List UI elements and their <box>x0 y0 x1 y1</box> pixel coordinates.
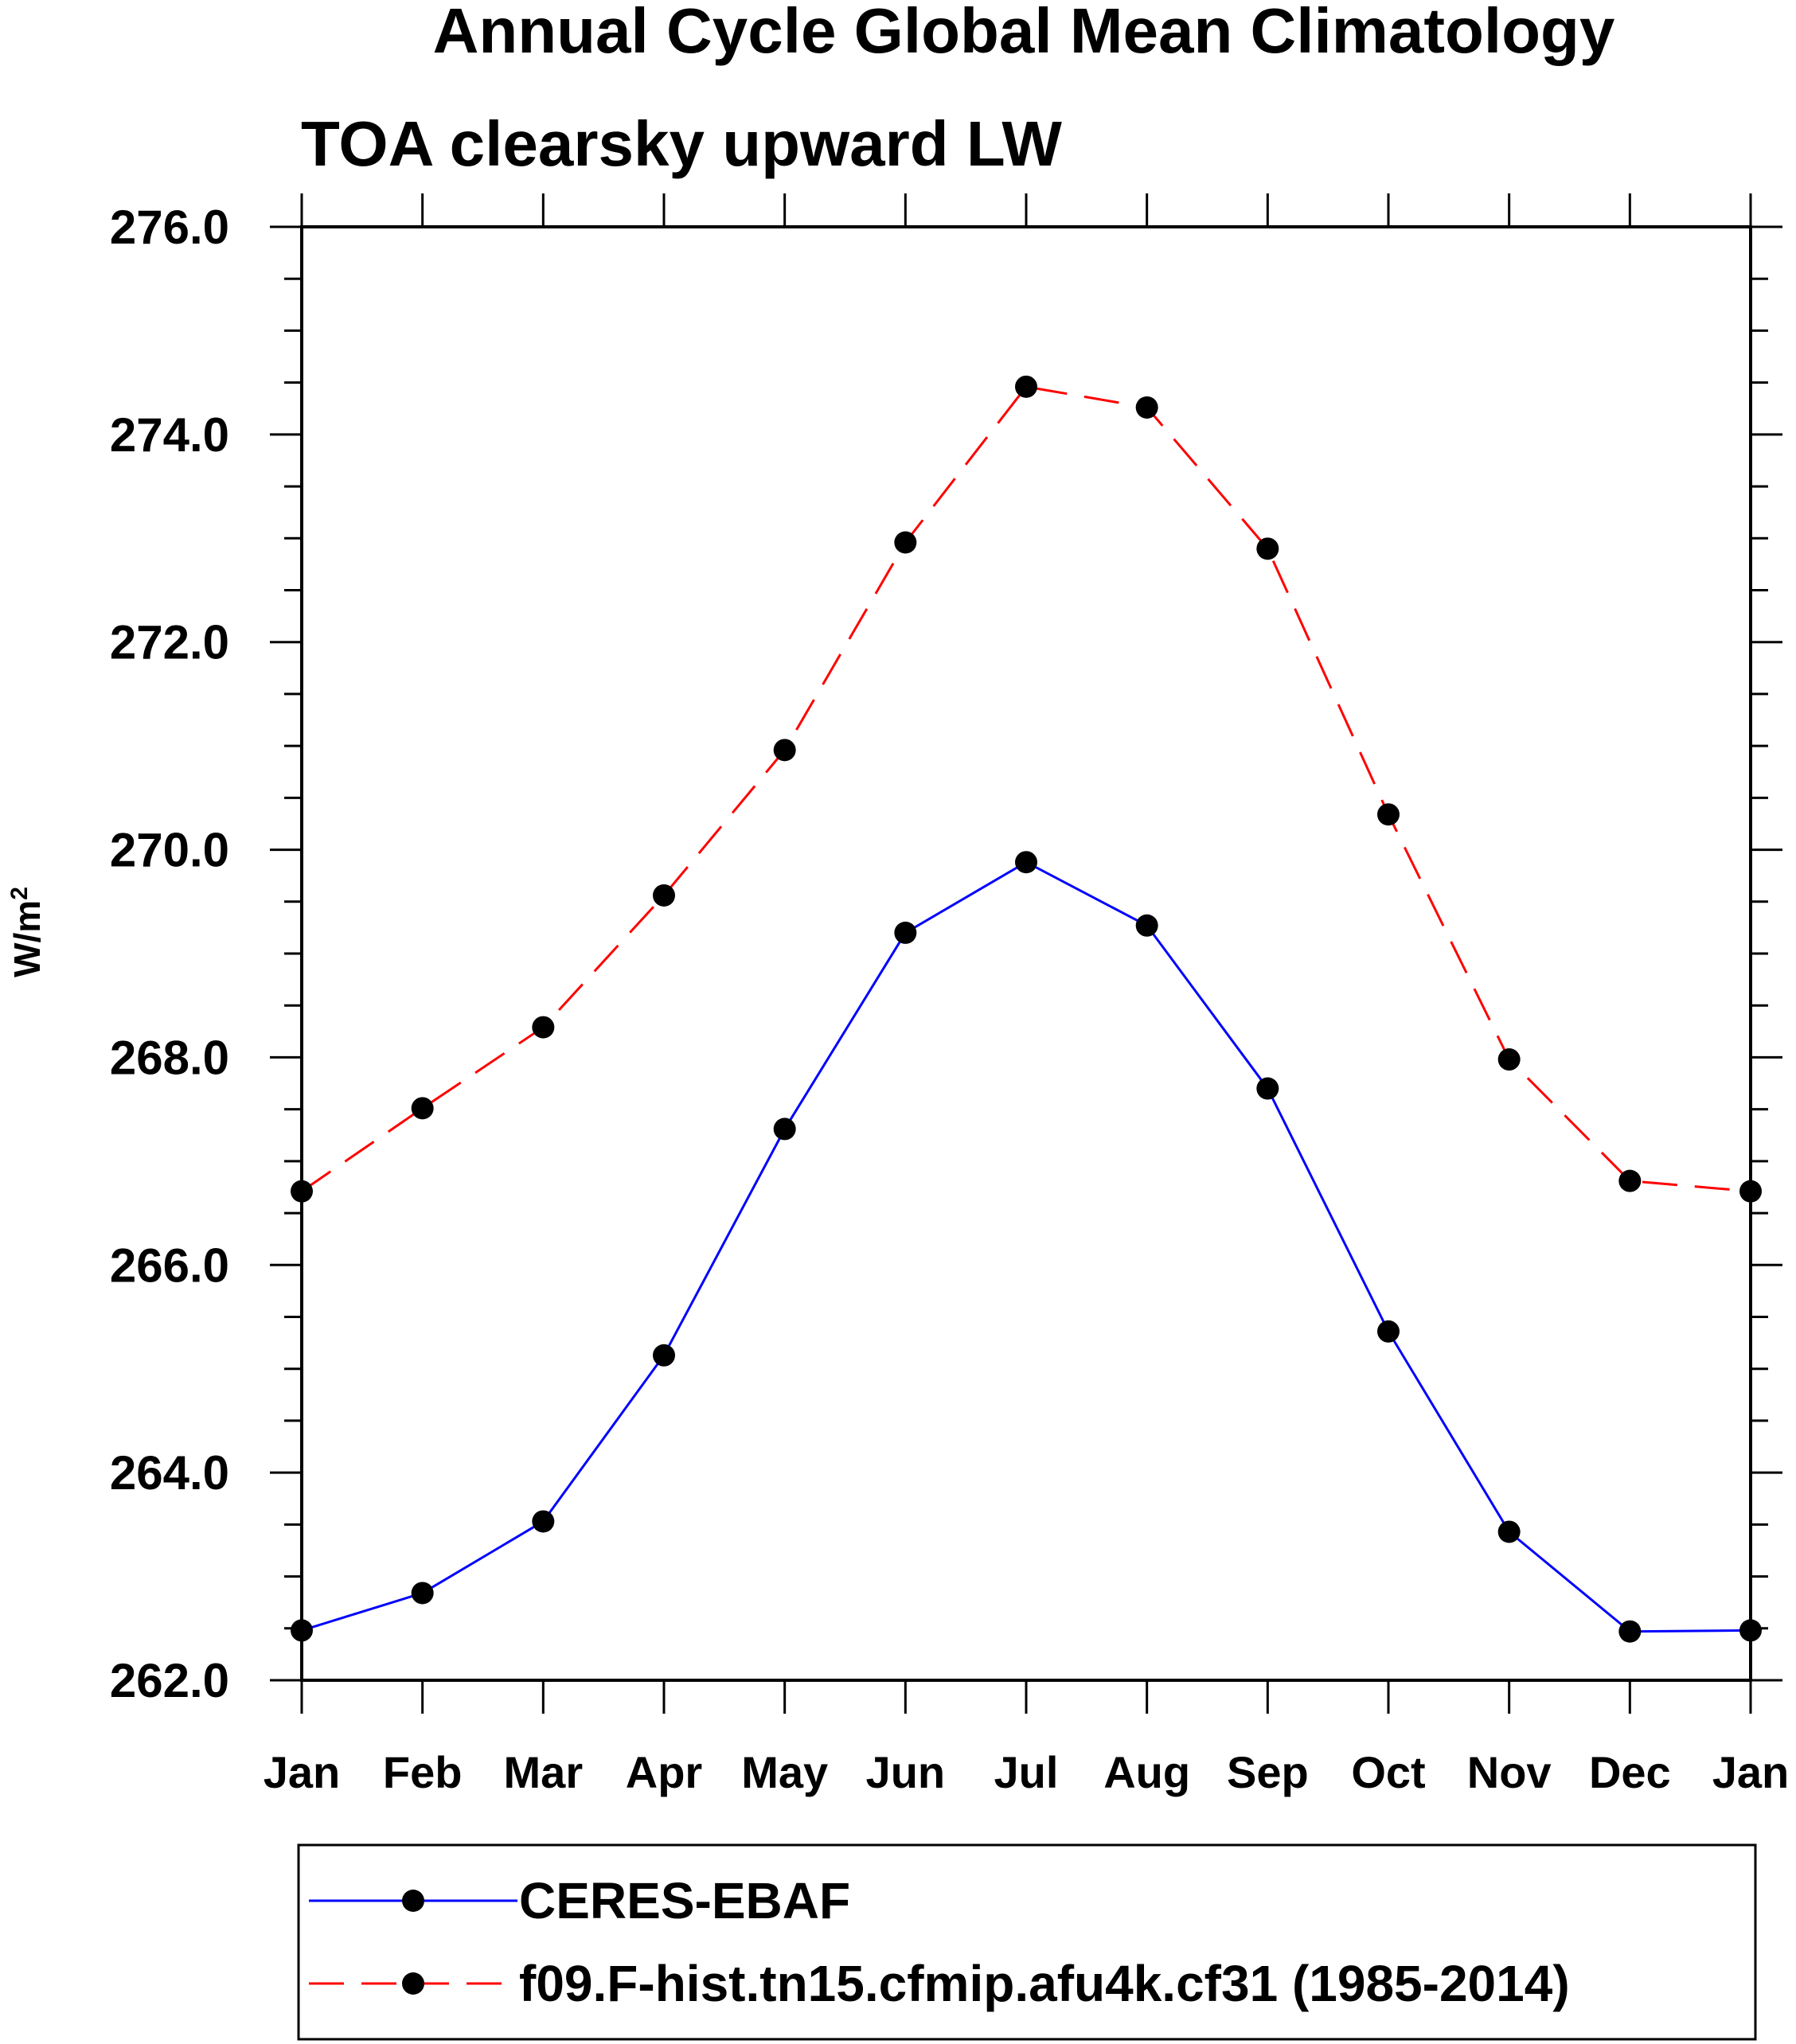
x-tick-label: Jul <box>994 1747 1059 1797</box>
x-tick-label: Aug <box>1103 1747 1190 1797</box>
x-tick-label: Nov <box>1467 1747 1552 1797</box>
data-point-ceres-ebaf <box>532 1510 555 1533</box>
chart-title: Annual Cycle Global Mean Climatology <box>433 0 1615 66</box>
data-point-model <box>773 739 796 762</box>
y-tick-label: 262.0 <box>110 1654 229 1707</box>
data-point-ceres-ebaf <box>411 1582 434 1605</box>
data-point-ceres-ebaf <box>894 921 917 944</box>
series-layer <box>291 375 1762 1643</box>
plot-frame <box>300 225 1752 1682</box>
x-tick-label: Dec <box>1589 1747 1671 1797</box>
x-tick-label: Jun <box>866 1747 946 1797</box>
x-tick-label: Mar <box>504 1747 584 1797</box>
legend: CERES-EBAF f09.F-hist.tn15.cfmip.afu4k.cf… <box>297 1843 1757 2041</box>
data-point-ceres-ebaf <box>1015 851 1037 874</box>
data-point-model <box>1256 537 1279 560</box>
x-tick-label: May <box>741 1747 828 1797</box>
y-tick-label: 274.0 <box>110 408 229 462</box>
legend-marker-model <box>402 1972 424 1995</box>
y-tick-label: 266.0 <box>110 1238 229 1292</box>
data-point-model <box>1618 1169 1642 1192</box>
data-point-model <box>1497 1048 1521 1071</box>
y-tick-label: 272.0 <box>110 616 229 669</box>
chart-subtitle: TOA clearsky upward LW <box>301 108 1062 179</box>
legend-box <box>297 1843 1757 2041</box>
data-point-model <box>1377 803 1400 826</box>
legend-label-ceres-ebaf: CERES-EBAF <box>519 1872 850 1929</box>
y-axis-label: W/m2 <box>6 887 49 977</box>
x-tick-label: Oct <box>1351 1747 1425 1797</box>
data-point-ceres-ebaf <box>653 1344 675 1367</box>
y-tick-label: 264.0 <box>110 1446 229 1500</box>
y-axis-label-unit: W/m <box>6 900 48 977</box>
y-tick-label: 276.0 <box>110 201 229 254</box>
x-axis-ticks: Jan Feb Mar Apr May Jun Jul Aug Sep Oct Nov Dec Jan <box>264 193 1790 1797</box>
legend-label-model: f09.F-hist.tn15.cfmip.afu4k.cf31 (1985-2… <box>519 1955 1570 2012</box>
data-point-ceres-ebaf <box>1135 914 1158 937</box>
data-point-ceres-ebaf <box>1618 1620 1642 1643</box>
x-tick-label: Sep <box>1227 1747 1309 1797</box>
data-point-model <box>1135 396 1158 419</box>
x-tick-label: Jan <box>1712 1747 1790 1797</box>
legend-marker-ceres-ebaf <box>402 1890 424 1912</box>
data-point-model <box>894 531 917 554</box>
x-tick-label: Jan <box>264 1747 341 1797</box>
data-point-model <box>653 884 675 907</box>
y-axis-ticks: 262.0 264.0 266.0 268.0 270.0 272.0 274.0 276.0 <box>110 201 1782 1707</box>
y-tick-label: 268.0 <box>110 1031 229 1084</box>
data-point-model <box>1015 375 1037 398</box>
y-axis-label-superscript: 2 <box>6 887 33 900</box>
data-point-ceres-ebaf <box>1256 1077 1279 1100</box>
data-point-model <box>411 1097 434 1120</box>
y-tick-label: 270.0 <box>110 824 229 877</box>
data-point-ceres-ebaf <box>1497 1520 1521 1543</box>
data-point-model <box>532 1016 555 1039</box>
data-point-ceres-ebaf <box>1377 1320 1400 1343</box>
data-point-ceres-ebaf <box>773 1118 796 1141</box>
x-tick-label: Apr <box>626 1747 702 1797</box>
x-tick-label: Feb <box>383 1747 463 1797</box>
